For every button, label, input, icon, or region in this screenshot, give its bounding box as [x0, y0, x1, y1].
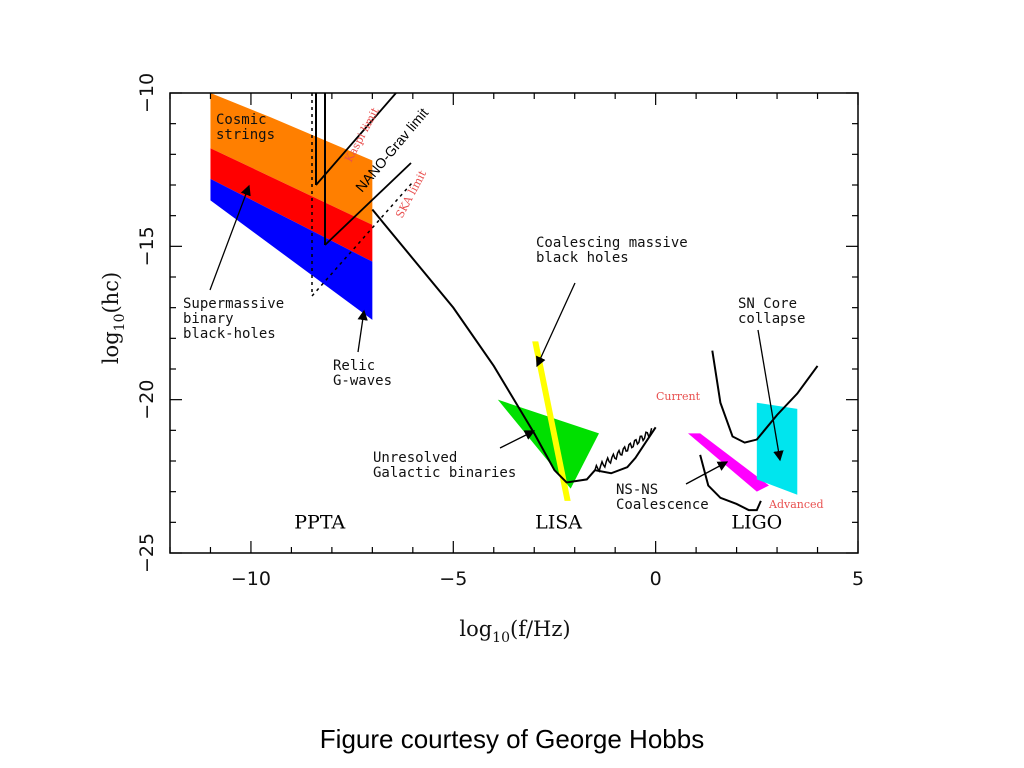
region-unresolved-galactic-binaries	[497, 399, 599, 489]
annotation-unresolved-galactic-binaries: Unresolved Galactic binaries	[373, 450, 516, 481]
annotation-cosmic-strings: Cosmic strings	[216, 112, 275, 143]
curve-lisa-sensitivity	[371, 208, 657, 484]
region-ns-ns-coalescence	[688, 433, 769, 492]
arrow-ns-ns	[685, 461, 729, 485]
arrow-coalescing	[536, 282, 576, 368]
y-tick-label: −20	[136, 380, 158, 420]
annotation-sn-core-collapse: SN Core collapse	[738, 296, 805, 327]
x-tick-label: 0	[650, 568, 662, 590]
y-tick-label: −15	[136, 226, 158, 266]
plot-frame: −10 −5 0 5 −10 −15 −20 −25	[136, 73, 864, 590]
region-label-ligo: LIGO	[731, 511, 782, 533]
figure-caption: Figure courtesy of George Hobbs	[319, 724, 705, 754]
arrow-sn-core	[757, 329, 784, 462]
arrow-unresolved	[499, 430, 536, 449]
chart: −10 −5 0 5 −10 −15 −20 −25 log10(f/Hz) log10(hc)…	[99, 73, 864, 646]
curve-lisa-wiggle	[594, 427, 653, 473]
source-regions	[210, 93, 798, 501]
region-label-lisa: LISA	[535, 511, 582, 533]
nanograv-limit-line	[324, 162, 412, 246]
x-tick-label: −10	[231, 568, 271, 590]
arrow-relic	[357, 309, 368, 353]
x-tick-label: 5	[852, 568, 864, 590]
region-coalescing-massive-black-holes	[532, 341, 571, 501]
y-tick-label: −10	[136, 73, 158, 113]
annotation-ns-ns-coalescence: NS-NS Coalescence	[616, 482, 709, 513]
kaspi-limit-line	[315, 92, 397, 186]
x-axis-label: log10(f/Hz)	[459, 617, 570, 646]
region-supermassive-binary-black-holes	[210, 148, 373, 262]
curve-ligo-current	[711, 350, 819, 444]
annotation-supermassive-binary-black-holes: Supermassive binary black-holes	[183, 296, 284, 342]
region-label-ppta: PPTA	[294, 511, 345, 533]
plot-border	[169, 92, 859, 554]
chart-svg: −10 −5 0 5 −10 −15 −20 −25 log10(f/Hz) log10(hc)…	[99, 73, 864, 646]
annotations: log10(f/Hz) log10(hc) PPTA LISA LIGO Cosmic st…	[99, 105, 824, 646]
y-tick-label: −25	[136, 533, 158, 573]
annotation-relic-g-waves: Relic G-waves	[333, 358, 392, 389]
y-axis-label: log10(hc)	[99, 272, 128, 364]
annotation-coalescing-massive-black-holes: Coalescing massive black holes	[536, 235, 688, 266]
region-cosmic-strings	[210, 93, 373, 225]
annotation-advanced: Advanced	[768, 498, 824, 511]
region-relic-g-waves	[210, 178, 373, 320]
annotation-current: Current	[656, 390, 701, 403]
arrow-supermassive	[209, 184, 251, 291]
curve-ligo-advanced	[699, 454, 762, 512]
curves	[311, 92, 819, 512]
x-tick-label: −5	[439, 568, 467, 590]
